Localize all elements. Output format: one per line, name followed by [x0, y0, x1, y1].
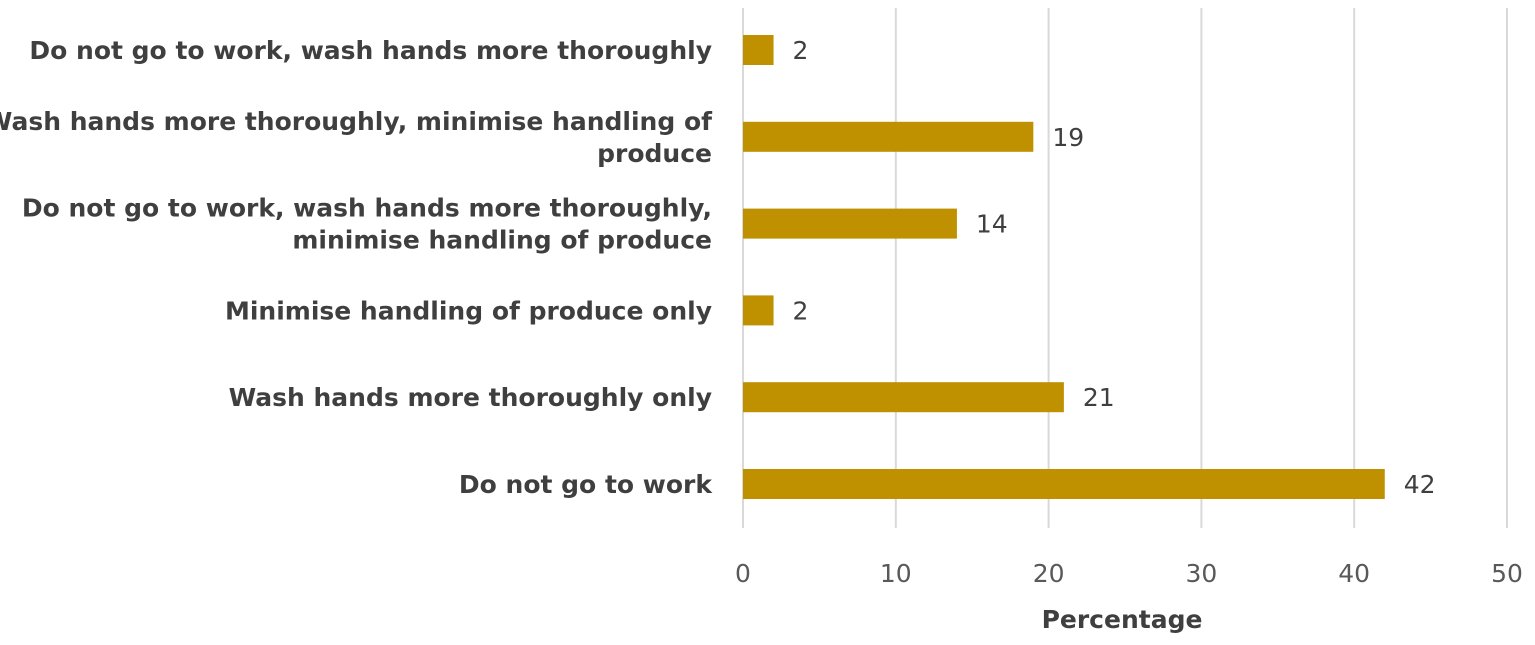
- x-tick-label: 10: [880, 559, 912, 588]
- category-label: Do not go to work: [459, 470, 713, 499]
- category-label: Wash hands more thoroughly only: [229, 383, 712, 412]
- x-tick-label: 20: [1033, 559, 1065, 588]
- x-tick-label: 0: [735, 559, 751, 588]
- x-tick-label: 30: [1185, 559, 1217, 588]
- category-labels: Do not go to work, wash hands more thoro…: [0, 36, 713, 499]
- bar: [743, 295, 774, 326]
- data-label: 2: [793, 36, 809, 65]
- category-label: Minimise handling of produce only: [225, 296, 712, 325]
- bar: [743, 382, 1064, 413]
- gridlines: [742, 8, 1508, 528]
- category-label: Wash hands more thoroughly, minimise han…: [0, 107, 713, 136]
- data-label: 42: [1404, 470, 1436, 499]
- x-tick-label: 40: [1338, 559, 1370, 588]
- category-label: Do not go to work, wash hands more thoro…: [22, 194, 712, 223]
- bar: [743, 121, 1034, 152]
- data-label: 2: [793, 296, 809, 325]
- bars: [743, 35, 1385, 499]
- category-label: produce: [597, 139, 712, 168]
- bar: [743, 208, 957, 239]
- x-tick-label: 50: [1491, 559, 1523, 588]
- data-labels: 2 19 14 2 21 42: [793, 36, 1436, 499]
- category-label: Do not go to work, wash hands more thoro…: [29, 36, 712, 65]
- x-tick-labels: 0 10 20 30 40 50: [735, 559, 1523, 588]
- data-label: 19: [1052, 123, 1084, 152]
- x-axis-title: Percentage: [1042, 605, 1203, 634]
- bar: [743, 35, 774, 65]
- data-label: 14: [976, 210, 1008, 239]
- category-label: minimise handling of produce: [292, 226, 712, 255]
- data-label: 21: [1083, 383, 1115, 412]
- bar: [743, 469, 1385, 499]
